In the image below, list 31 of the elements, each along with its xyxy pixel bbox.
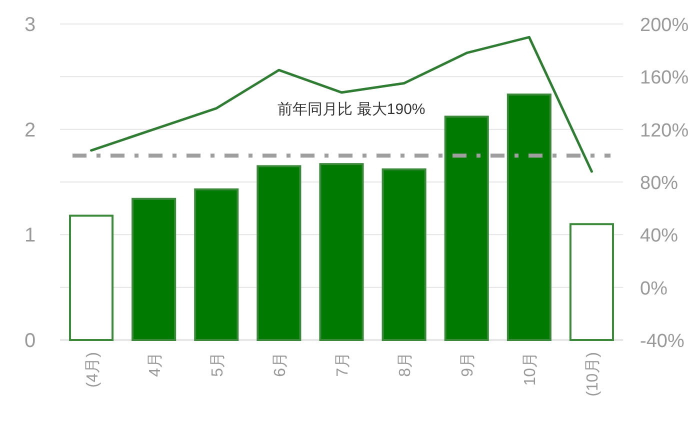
y-tick-label: 2 (24, 119, 36, 142)
x-tick-label: (10月) (584, 352, 602, 396)
bar (382, 168, 426, 341)
bar (194, 188, 239, 341)
bar (69, 214, 114, 341)
bar (569, 223, 614, 341)
x-tick-label: 4月 (146, 352, 164, 377)
y-tick-label: 0 (24, 330, 36, 352)
bar (132, 198, 176, 341)
x-tick-label: 9月 (460, 352, 477, 377)
y-tick-label: 1 (24, 224, 36, 247)
bar (319, 163, 364, 341)
y2-tick-label: 200% (640, 15, 689, 36)
x-tick-label: 8月 (397, 352, 414, 377)
x-tick-label: (4月) (84, 352, 102, 388)
bar (256, 165, 302, 341)
x-tick-label: 10月 (522, 352, 540, 386)
y2-tick-label: 0% (640, 278, 668, 300)
line-series (90, 36, 593, 173)
y2-tick-label: 160% (640, 68, 689, 89)
y2-tick-label: 40% (640, 226, 678, 247)
y2-tick-label: -40% (640, 331, 684, 352)
bar (444, 116, 489, 341)
y2-tick-label: 120% (640, 120, 689, 142)
x-tick-label: 7月 (334, 352, 352, 377)
bar (506, 94, 552, 341)
x-tick-label: 5月 (209, 352, 226, 377)
x-tick-label: 6月 (272, 352, 289, 377)
y2-tick-label: 80% (640, 173, 678, 194)
annotation: 前年同月比 最大190% (278, 101, 426, 118)
y-tick-label: 3 (24, 14, 36, 36)
